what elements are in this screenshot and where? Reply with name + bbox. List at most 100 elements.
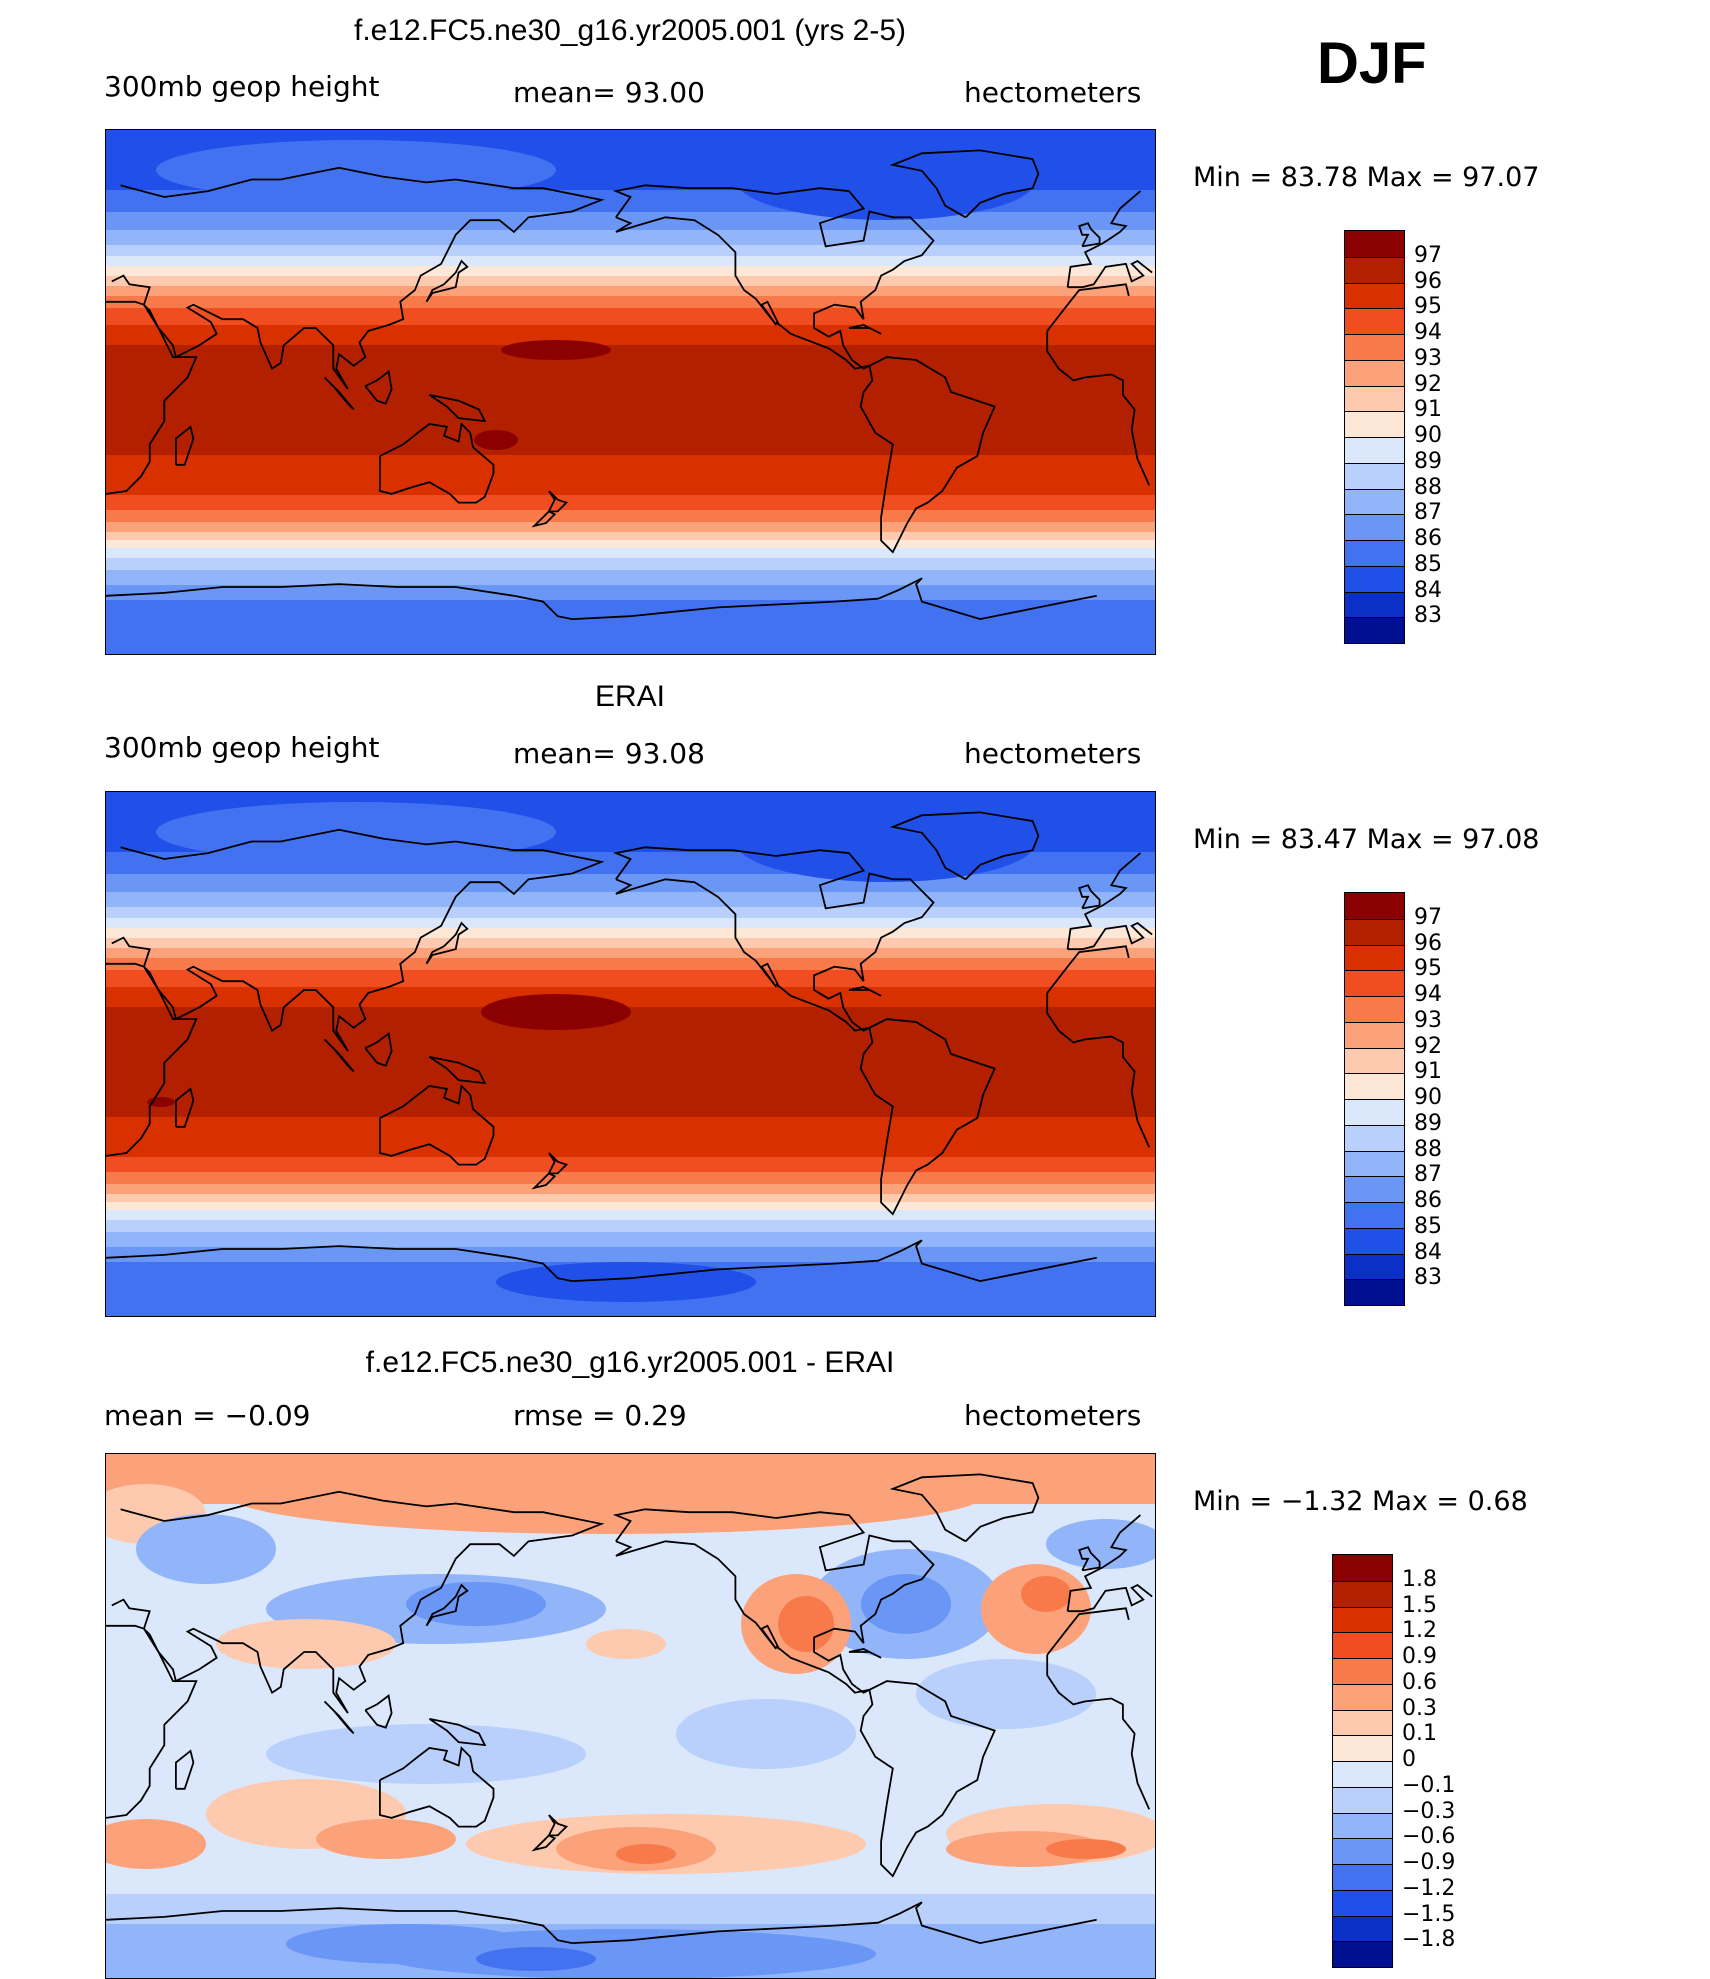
colorbar-label: 1.5 [1402, 1592, 1437, 1618]
colorbar-label: 1.8 [1402, 1566, 1437, 1592]
colorbar-swatch [1333, 1838, 1392, 1864]
colorbar-swatch [1345, 1279, 1404, 1305]
coastline [425, 259, 469, 303]
colorbar-label: 88 [1414, 474, 1442, 500]
contour-blob [616, 1844, 676, 1864]
colorbar-label: 83 [1414, 603, 1442, 629]
colorbar-label: −1.2 [1402, 1875, 1456, 1901]
contour-band [106, 532, 1155, 540]
colorbar-swatch [1333, 1889, 1392, 1916]
colorbar-label: 0.9 [1402, 1644, 1437, 1669]
panel-1-title: f.e12.FC5.ne30_g16.yr2005.001 (yrs 2-5) [354, 14, 906, 47]
contour-band [106, 1194, 1155, 1202]
contour-band [106, 345, 1155, 455]
panel-1-minmax: Min = 83.78 Max = 97.07 [1193, 162, 1540, 193]
coastline [175, 1087, 195, 1128]
contour-blob [156, 140, 556, 200]
contour-blob [474, 430, 518, 450]
contour-blob [226, 1454, 986, 1534]
colorbar-swatch [1345, 256, 1404, 283]
colorbar-swatch [1333, 1864, 1392, 1890]
contour-blob [216, 1619, 396, 1669]
colorbar-swatch [1345, 1176, 1404, 1202]
colorbar-swatch [1333, 1709, 1392, 1736]
coastline [1066, 852, 1141, 950]
panel-3-colorbar [1332, 1554, 1393, 1968]
contour-band [106, 540, 1155, 548]
colorbar-label: 0.3 [1402, 1695, 1437, 1721]
colorbar-label: 85 [1414, 551, 1442, 577]
colorbar-swatch [1333, 1786, 1392, 1813]
contour-band [106, 1007, 1155, 1117]
colorbar-label: 93 [1414, 345, 1442, 371]
colorbar-label: 83 [1414, 1265, 1442, 1291]
coastline [531, 510, 557, 528]
colorbar-swatch [1333, 1812, 1392, 1839]
colorbar-label: 84 [1414, 1239, 1442, 1265]
colorbar-swatch [1345, 893, 1404, 919]
panel-3-mean: mean = −0.09 [104, 1399, 311, 1432]
coastline [1046, 1607, 1130, 1656]
coastline [111, 166, 605, 390]
coastline [428, 394, 487, 423]
panel-2-field-label: 300mb geop height [104, 731, 380, 764]
contour-blob [501, 340, 611, 360]
colorbar-swatch [1333, 1632, 1392, 1658]
contour-band [106, 548, 1155, 558]
colorbar-label: −0.6 [1402, 1824, 1456, 1850]
contour-band [106, 1247, 1155, 1262]
contour-band [106, 522, 1155, 532]
colorbar-label: 96 [1414, 930, 1442, 956]
colorbar-label: 89 [1414, 1110, 1442, 1136]
colorbar-swatch [1345, 437, 1404, 463]
colorbar-swatch [1345, 970, 1404, 996]
colorbar-label: 87 [1414, 500, 1442, 526]
panel-2-units: hectometers [964, 737, 1142, 770]
contour-blob [496, 1262, 756, 1302]
panel-3-minmax: Min = −1.32 Max = 0.68 [1193, 1486, 1528, 1517]
colorbar-label: 92 [1414, 1033, 1442, 1059]
panel-2-mean: mean= 93.08 [513, 737, 705, 770]
coastline [106, 1624, 198, 1819]
colorbar-label: 1.2 [1402, 1618, 1437, 1644]
colorbar-label: −0.1 [1402, 1772, 1456, 1798]
contour-band [106, 1232, 1155, 1247]
colorbar-swatch [1345, 565, 1404, 592]
coastline [364, 1031, 393, 1067]
colorbar-label: 88 [1414, 1136, 1442, 1162]
coastline [379, 1746, 495, 1828]
coastline [364, 1693, 393, 1729]
colorbar-swatch [1345, 1150, 1404, 1177]
colorbar-swatch [1345, 1227, 1404, 1254]
contour-blob [1046, 1839, 1126, 1859]
contour-blob [861, 1574, 951, 1634]
colorbar-swatch [1333, 1683, 1392, 1710]
colorbar-swatch [1345, 996, 1404, 1022]
coastline [1046, 945, 1130, 994]
colorbar-label: 0 [1402, 1747, 1416, 1772]
coastline [175, 425, 195, 466]
colorbar-swatch [1345, 1047, 1404, 1074]
coastline [859, 1018, 996, 1216]
panel-1-colorbar [1344, 230, 1405, 644]
contour-blob [1046, 1519, 1155, 1569]
colorbar-label: 96 [1414, 268, 1442, 294]
contour-blob [916, 1659, 1096, 1729]
coastline [531, 1834, 557, 1852]
colorbar-swatch [1333, 1735, 1392, 1761]
contour-band [106, 1172, 1155, 1184]
coastline [1046, 330, 1151, 486]
colorbar-swatch [1345, 282, 1404, 309]
contour-band [106, 1137, 1155, 1157]
coastline [889, 1473, 1040, 1543]
coastline [612, 1508, 935, 1694]
panel-2-minmax: Min = 83.47 Max = 97.08 [1193, 824, 1540, 855]
coastline [572, 1901, 1097, 1945]
panel-2-colorbar [1344, 892, 1405, 1306]
coastline [531, 1172, 557, 1190]
contour-blob [476, 1947, 596, 1971]
coastline [425, 921, 469, 965]
map-canvas [106, 130, 1155, 654]
contour-band [106, 475, 1155, 495]
colorbar-label: −0.9 [1402, 1850, 1456, 1875]
